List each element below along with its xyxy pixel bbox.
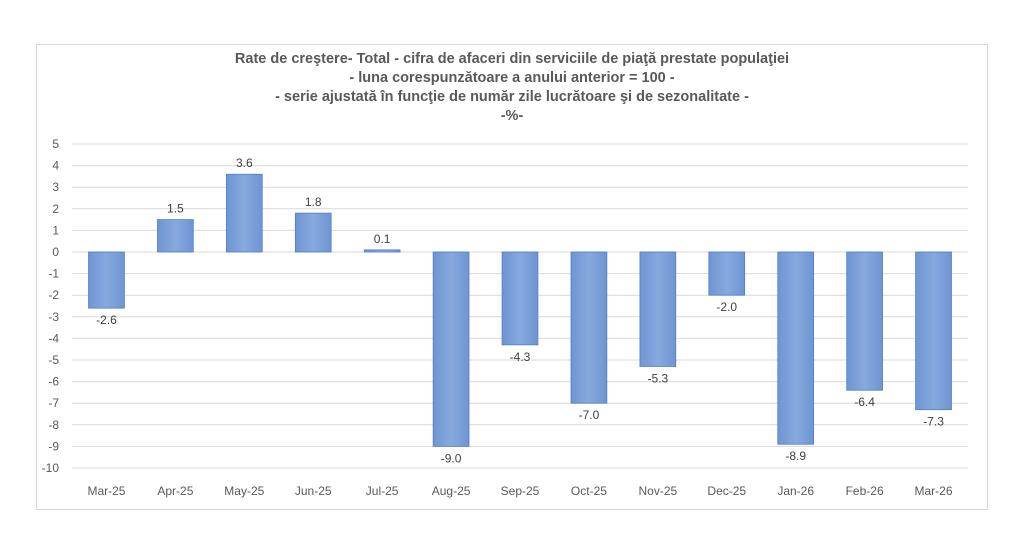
data-label: -2.6 xyxy=(96,313,117,327)
data-label: -4.3 xyxy=(510,350,531,364)
data-label: -8.9 xyxy=(785,449,806,463)
y-tick-label: -5 xyxy=(48,353,59,367)
x-tick-label: Nov-25 xyxy=(639,484,678,498)
x-tick-label: Mar-25 xyxy=(87,484,125,498)
x-tick-label: Oct-25 xyxy=(571,484,607,498)
bar xyxy=(501,251,539,346)
y-axis-ticks: 5 4 3 2 1 0 -1 -2 -3 -4 -5 -6 -7 -8 -9 -10 xyxy=(42,137,60,475)
y-tick-label: 4 xyxy=(52,159,59,173)
title-line-2: - luna corespunzătoare a anului anterior… xyxy=(349,70,675,86)
y-tick-label: -4 xyxy=(48,331,59,345)
x-tick-label: Jul-25 xyxy=(366,484,399,498)
y-tick-label: -8 xyxy=(48,418,59,432)
x-tick-label: May-25 xyxy=(224,484,264,498)
x-tick-label: Sep-25 xyxy=(501,484,540,498)
y-tick-label: 1 xyxy=(52,223,59,237)
data-labels: -2.6 1.5 3.6 1.8 0.1 -9.0 -4.3 -7.0 -5.3 -2.0 -8.9… xyxy=(96,156,944,465)
chart-title: Rate de creştere- Total - cifra de aface… xyxy=(0,50,1024,126)
bar xyxy=(570,251,608,404)
x-tick-label: Feb-26 xyxy=(846,484,884,498)
y-tick-label: -10 xyxy=(42,461,60,475)
bar xyxy=(846,251,883,391)
y-tick-label: 2 xyxy=(52,202,59,216)
bar xyxy=(294,212,332,253)
y-tick-label: -9 xyxy=(48,439,59,453)
data-label: -6.4 xyxy=(854,395,875,409)
data-label: -2.0 xyxy=(716,300,737,314)
y-tick-label: -3 xyxy=(48,310,59,324)
y-tick-label: -1 xyxy=(48,267,59,281)
y-tick-label: 3 xyxy=(52,180,59,194)
x-tick-label: Aug-25 xyxy=(432,484,471,498)
data-label: -5.3 xyxy=(648,371,669,385)
bar xyxy=(777,251,815,445)
bar xyxy=(915,251,952,411)
y-tick-label: -2 xyxy=(48,288,59,302)
bar xyxy=(157,219,194,253)
x-axis-ticks: Mar-25 Apr-25 May-25 Jun-25 Jul-25 Aug-25 Sep-… xyxy=(87,484,952,498)
bar xyxy=(639,251,677,367)
bar xyxy=(225,173,263,253)
bar xyxy=(363,249,401,253)
data-label: -7.0 xyxy=(579,408,600,422)
data-label: 3.6 xyxy=(236,156,253,170)
x-tick-label: Mar-26 xyxy=(915,484,953,498)
y-tick-label: 5 xyxy=(52,137,59,151)
y-tick-label: -7 xyxy=(48,396,59,410)
data-label: 0.1 xyxy=(374,232,391,246)
data-label: -7.3 xyxy=(923,415,944,429)
x-tick-label: Dec-25 xyxy=(707,484,746,498)
x-tick-label: Jun-25 xyxy=(295,484,332,498)
x-tick-label: Jan-26 xyxy=(777,484,814,498)
bar xyxy=(432,251,470,447)
bar xyxy=(88,251,125,309)
title-line-4: -%- xyxy=(500,108,524,124)
title-line-1: Rate de creştere- Total - cifra de aface… xyxy=(234,51,790,67)
data-label: -9.0 xyxy=(441,451,462,465)
y-tick-label: 0 xyxy=(52,245,59,259)
y-tick-label: -6 xyxy=(48,375,59,389)
bar xyxy=(708,251,746,296)
title-line-3: - serie ajustată în funcţie de număr zil… xyxy=(275,89,749,105)
data-label: 1.5 xyxy=(167,202,184,216)
bars xyxy=(88,173,952,447)
x-tick-label: Apr-25 xyxy=(157,484,193,498)
data-label: 1.8 xyxy=(305,195,322,209)
